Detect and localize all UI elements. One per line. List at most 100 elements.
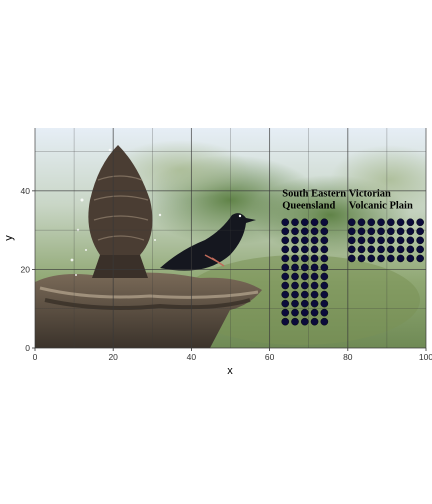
- data-point: [396, 218, 405, 227]
- data-point: [367, 236, 376, 245]
- data-point: [310, 227, 319, 236]
- data-point: [367, 245, 376, 254]
- data-point: [281, 236, 290, 245]
- x-tick-label: 40: [187, 352, 197, 362]
- data-point: [310, 245, 319, 254]
- data-point: [406, 218, 415, 227]
- data-point: [357, 218, 366, 227]
- x-axis-title: x: [227, 365, 233, 377]
- x-tick-label: 100: [419, 352, 432, 362]
- data-point: [310, 236, 319, 245]
- y-tick-label: 0: [25, 343, 30, 353]
- data-point: [387, 218, 395, 227]
- data-point: [387, 236, 395, 245]
- x-tick-label: 0: [33, 352, 38, 362]
- x-tick-label: 20: [108, 352, 118, 362]
- data-point: [347, 254, 356, 263]
- data-point: [367, 254, 376, 263]
- data-point: [300, 227, 309, 236]
- data-point: [310, 308, 319, 317]
- data-point: [281, 290, 290, 299]
- data-point: [291, 218, 299, 227]
- data-point: [320, 299, 329, 308]
- data-point: [300, 236, 309, 245]
- data-point: [291, 227, 299, 236]
- y-tick-label: 20: [21, 264, 31, 274]
- data-point: [396, 227, 405, 236]
- data-point: [387, 254, 395, 263]
- data-point: [300, 281, 309, 290]
- data-point: [291, 299, 299, 308]
- group-label: Queensland: [282, 200, 335, 211]
- data-point: [291, 317, 299, 326]
- data-point: [377, 218, 385, 227]
- data-point: [291, 236, 299, 245]
- data-point: [320, 317, 329, 326]
- data-point: [406, 254, 415, 263]
- data-point: [281, 272, 290, 281]
- data-point: [377, 227, 385, 236]
- data-point: [387, 245, 395, 254]
- data-point: [300, 254, 309, 263]
- data-point: [300, 245, 309, 254]
- data-point: [310, 317, 319, 326]
- data-point: [291, 254, 299, 263]
- data-point: [406, 245, 415, 254]
- group-label: Volcanic Plain: [349, 200, 413, 211]
- data-point: [291, 308, 299, 317]
- data-point: [406, 236, 415, 245]
- data-point: [347, 245, 356, 254]
- data-point: [320, 308, 329, 317]
- data-point: [406, 227, 415, 236]
- data-point: [300, 218, 309, 227]
- data-point: [291, 281, 299, 290]
- x-tick-label: 60: [265, 352, 275, 362]
- data-point: [416, 236, 424, 245]
- y-axis-title: y: [3, 235, 15, 241]
- data-point: [377, 245, 385, 254]
- data-point: [347, 218, 356, 227]
- data-point: [320, 272, 329, 281]
- data-point: [291, 290, 299, 299]
- data-point: [281, 245, 290, 254]
- data-point: [310, 281, 319, 290]
- data-point: [357, 245, 366, 254]
- data-point: [320, 218, 329, 227]
- data-point: [320, 281, 329, 290]
- data-point: [310, 290, 319, 299]
- data-point: [281, 227, 290, 236]
- data-point: [357, 236, 366, 245]
- data-point: [320, 245, 329, 254]
- data-point: [396, 236, 405, 245]
- data-point: [300, 290, 309, 299]
- data-point: [300, 299, 309, 308]
- data-point: [416, 254, 424, 263]
- data-point: [281, 308, 290, 317]
- data-point: [310, 263, 319, 272]
- data-point: [291, 263, 299, 272]
- data-point: [281, 281, 290, 290]
- data-point: [291, 245, 299, 254]
- data-point: [320, 290, 329, 299]
- data-point: [357, 227, 366, 236]
- data-point: [300, 263, 309, 272]
- data-point: [396, 254, 405, 263]
- data-point: [357, 254, 366, 263]
- y-axis: 0 20 40: [21, 186, 35, 353]
- data-point: [347, 227, 356, 236]
- data-point: [416, 245, 424, 254]
- data-point: [347, 236, 356, 245]
- y-tick-label: 40: [21, 186, 31, 196]
- group-label: Victorian: [349, 188, 391, 199]
- x-axis: 0 20 40 60 80 100: [33, 348, 432, 362]
- data-point: [300, 317, 309, 326]
- group-label: South Eastern: [282, 188, 346, 199]
- data-point: [291, 272, 299, 281]
- data-point: [320, 236, 329, 245]
- data-point: [310, 272, 319, 281]
- data-point: [281, 263, 290, 272]
- data-point: [300, 272, 309, 281]
- data-point: [416, 218, 424, 227]
